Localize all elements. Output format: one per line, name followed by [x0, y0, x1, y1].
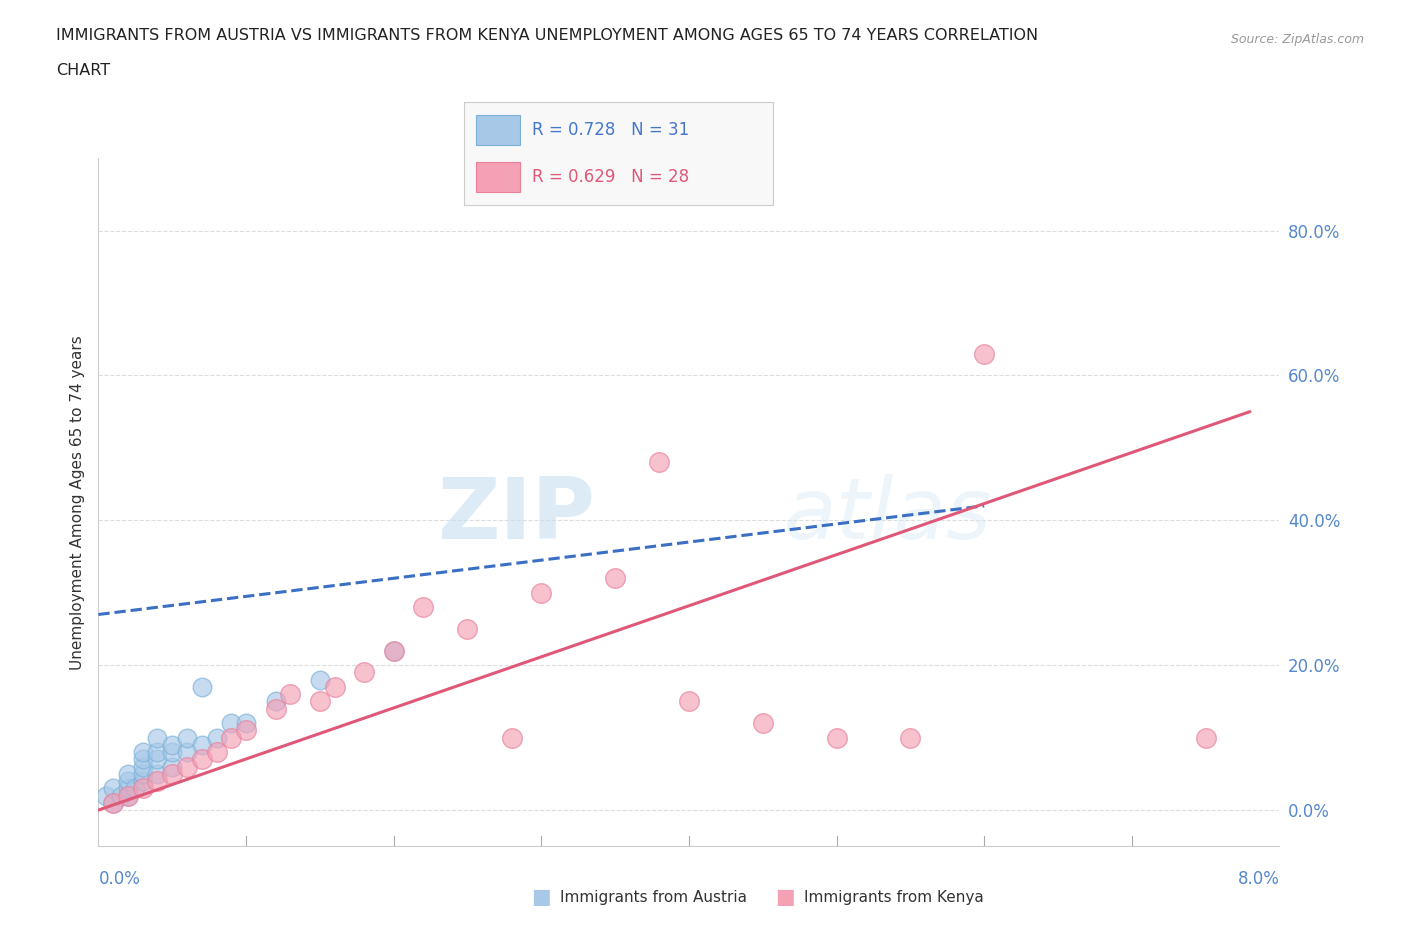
- Point: [678, 694, 700, 709]
- Point: [103, 781, 124, 796]
- Point: [308, 694, 332, 709]
- Point: [110, 788, 132, 803]
- Point: [117, 774, 139, 789]
- Point: [94, 788, 117, 803]
- Text: ZIP: ZIP: [437, 474, 595, 557]
- Text: R = 0.728   N = 31: R = 0.728 N = 31: [531, 121, 689, 139]
- Point: [382, 644, 405, 658]
- Point: [103, 795, 124, 810]
- Point: [146, 774, 169, 789]
- Point: [353, 665, 375, 680]
- Bar: [477, 114, 520, 145]
- Point: [132, 745, 155, 760]
- Point: [308, 672, 332, 687]
- Point: [605, 571, 627, 586]
- Point: [323, 680, 346, 695]
- Text: 0.0%: 0.0%: [98, 870, 141, 887]
- Text: R = 0.629   N = 28: R = 0.629 N = 28: [531, 168, 689, 186]
- Point: [530, 585, 553, 600]
- Point: [264, 701, 287, 716]
- Point: [648, 455, 671, 470]
- Point: [235, 716, 257, 731]
- Y-axis label: Unemployment Among Ages 65 to 74 years: Unemployment Among Ages 65 to 74 years: [69, 335, 84, 670]
- Point: [264, 694, 287, 709]
- Point: [191, 737, 214, 752]
- Point: [132, 759, 155, 774]
- Point: [176, 759, 198, 774]
- Point: [162, 745, 183, 760]
- Point: [146, 752, 169, 767]
- Point: [751, 716, 773, 731]
- Text: Source: ZipAtlas.com: Source: ZipAtlas.com: [1230, 33, 1364, 46]
- Point: [132, 774, 155, 789]
- Point: [117, 766, 139, 781]
- Point: [117, 788, 139, 803]
- Point: [191, 680, 214, 695]
- Bar: [477, 162, 520, 193]
- Text: ■: ■: [775, 887, 794, 908]
- Point: [117, 788, 139, 803]
- Point: [162, 737, 183, 752]
- Point: [103, 795, 124, 810]
- Text: Immigrants from Austria: Immigrants from Austria: [560, 890, 747, 905]
- Point: [146, 766, 169, 781]
- Point: [132, 781, 155, 796]
- Point: [176, 730, 198, 745]
- Point: [278, 686, 301, 701]
- Text: Immigrants from Kenya: Immigrants from Kenya: [804, 890, 984, 905]
- Point: [162, 766, 183, 781]
- Point: [132, 752, 155, 767]
- Point: [117, 781, 139, 796]
- Point: [825, 730, 848, 745]
- Point: [176, 745, 198, 760]
- Point: [456, 621, 478, 636]
- Point: [205, 745, 228, 760]
- Point: [132, 766, 155, 781]
- Text: CHART: CHART: [56, 63, 110, 78]
- Point: [412, 600, 434, 615]
- Point: [973, 346, 995, 361]
- Point: [146, 745, 169, 760]
- Point: [219, 716, 242, 731]
- Text: ■: ■: [531, 887, 551, 908]
- Point: [235, 723, 257, 737]
- Point: [382, 644, 405, 658]
- Text: 8.0%: 8.0%: [1237, 870, 1279, 887]
- Point: [219, 730, 242, 745]
- Point: [146, 730, 169, 745]
- Point: [124, 781, 146, 796]
- Point: [162, 759, 183, 774]
- Point: [191, 752, 214, 767]
- Text: IMMIGRANTS FROM AUSTRIA VS IMMIGRANTS FROM KENYA UNEMPLOYMENT AMONG AGES 65 TO 7: IMMIGRANTS FROM AUSTRIA VS IMMIGRANTS FR…: [56, 28, 1039, 43]
- Text: atlas: atlas: [783, 474, 991, 557]
- Point: [1194, 730, 1216, 745]
- Point: [205, 730, 228, 745]
- Point: [898, 730, 921, 745]
- Point: [501, 730, 523, 745]
